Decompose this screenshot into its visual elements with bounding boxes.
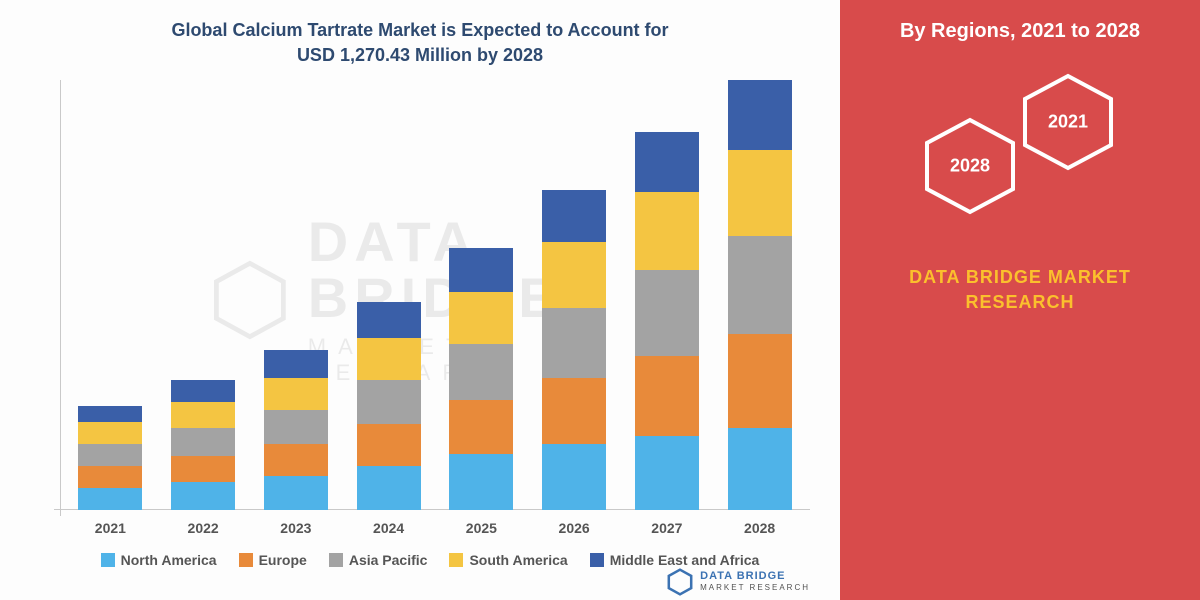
bar-segment xyxy=(542,378,606,444)
bar-segment xyxy=(449,292,513,344)
bar-segment xyxy=(357,338,421,380)
legend-item: Middle East and Africa xyxy=(590,552,760,568)
bar-segment xyxy=(635,356,699,436)
brand-line-1: DATA BRIDGE MARKET xyxy=(909,267,1131,287)
bar-segment xyxy=(264,378,328,410)
chart-panel: DATA BRIDGE MARKET RESEARCH Global Calci… xyxy=(0,0,840,600)
x-axis-label: 2027 xyxy=(651,520,682,536)
chart-title: Global Calcium Tartrate Market is Expect… xyxy=(60,18,780,68)
bar-segment xyxy=(449,248,513,292)
bar-segment xyxy=(357,380,421,424)
footer-brand-bot: MARKET RESEARCH xyxy=(700,583,810,592)
legend-swatch-icon xyxy=(449,553,463,567)
bar-segment xyxy=(264,476,328,510)
bar-segment xyxy=(264,350,328,378)
footer-brand-top: DATA BRIDGE xyxy=(700,571,810,582)
brand-name: DATA BRIDGE MARKET RESEARCH xyxy=(840,265,1200,315)
x-axis-label: 2022 xyxy=(188,520,219,536)
bar-segment xyxy=(357,424,421,466)
bar-segment xyxy=(449,344,513,400)
title-line-1: Global Calcium Tartrate Market is Expect… xyxy=(171,20,668,40)
bar-column: 2024 xyxy=(357,80,421,510)
bar-column: 2025 xyxy=(449,80,513,510)
bar-segment xyxy=(171,380,235,402)
legend-swatch-icon xyxy=(590,553,604,567)
legend-item: South America xyxy=(449,552,567,568)
footer-logo: DATA BRIDGE MARKET RESEARCH xyxy=(666,568,810,596)
bar-segment xyxy=(357,466,421,510)
x-axis-label: 2024 xyxy=(373,520,404,536)
legend-item: North America xyxy=(101,552,217,568)
legend-label: Asia Pacific xyxy=(349,552,428,568)
footer-hex-icon xyxy=(666,568,694,596)
bar-segment xyxy=(264,444,328,476)
bar-segment xyxy=(728,334,792,428)
bar-column: 2026 xyxy=(542,80,606,510)
bar-segment xyxy=(728,150,792,236)
hex-year-label: 2021 xyxy=(1048,112,1088,133)
bar-column: 2023 xyxy=(264,80,328,510)
legend-label: South America xyxy=(469,552,567,568)
bar-segment xyxy=(171,402,235,428)
bar-segment xyxy=(542,242,606,308)
bar-segment xyxy=(542,190,606,242)
bar-segment xyxy=(171,482,235,510)
page-root: DATA BRIDGE MARKET RESEARCH Global Calci… xyxy=(0,0,1200,600)
title-line-2: USD 1,270.43 Million by 2028 xyxy=(297,45,543,65)
bar-segment xyxy=(264,410,328,444)
bar-segment xyxy=(78,444,142,466)
legend-item: Europe xyxy=(239,552,307,568)
bar-segment xyxy=(78,466,142,488)
bar-segment xyxy=(542,308,606,378)
bar-segment xyxy=(357,302,421,338)
hex-year-2028: 2028 xyxy=(920,116,1020,216)
legend-swatch-icon xyxy=(101,553,115,567)
legend-label: Middle East and Africa xyxy=(610,552,760,568)
legend-label: North America xyxy=(121,552,217,568)
legend: North America Europe Asia Pacific South Ame… xyxy=(40,552,820,568)
bar-segment xyxy=(635,192,699,270)
bar-column: 2022 xyxy=(171,80,235,510)
bar-segment xyxy=(78,422,142,444)
legend-label: Europe xyxy=(259,552,307,568)
bar-column: 2028 xyxy=(728,80,792,510)
x-axis-label: 2028 xyxy=(744,520,775,536)
x-axis-label: 2026 xyxy=(559,520,590,536)
bar-column: 2021 xyxy=(78,80,142,510)
bar-segment xyxy=(78,406,142,422)
bar-column: 2027 xyxy=(635,80,699,510)
bar-segment xyxy=(728,236,792,334)
bar-segment xyxy=(171,456,235,482)
bar-segment xyxy=(542,444,606,510)
hex-year-2021: 2021 xyxy=(1018,72,1118,172)
legend-item: Asia Pacific xyxy=(329,552,428,568)
legend-swatch-icon xyxy=(239,553,253,567)
bar-segment xyxy=(635,436,699,510)
brand-line-2: RESEARCH xyxy=(965,292,1074,312)
bar-segment xyxy=(449,400,513,454)
bar-segment xyxy=(449,454,513,510)
bar-segment xyxy=(635,270,699,356)
bar-segment xyxy=(728,80,792,150)
bar-segment xyxy=(728,428,792,510)
bar-segment xyxy=(635,132,699,192)
hex-year-label: 2028 xyxy=(950,156,990,177)
x-axis-label: 2021 xyxy=(95,520,126,536)
x-axis-label: 2025 xyxy=(466,520,497,536)
chart-area: 2021 2022 2023 2024 2025 2026 2027 2028 xyxy=(60,80,810,510)
side-panel: By Regions, 2021 to 2028 2028 2021 DATA … xyxy=(840,0,1200,600)
bar-segment xyxy=(78,488,142,510)
bar-segment xyxy=(171,428,235,456)
legend-swatch-icon xyxy=(329,553,343,567)
side-panel-title: By Regions, 2021 to 2028 xyxy=(840,20,1200,43)
x-axis-label: 2023 xyxy=(280,520,311,536)
hex-year-cluster: 2028 2021 xyxy=(910,72,1130,222)
bars-container: 2021 2022 2023 2024 2025 2026 2027 2028 xyxy=(60,80,810,510)
